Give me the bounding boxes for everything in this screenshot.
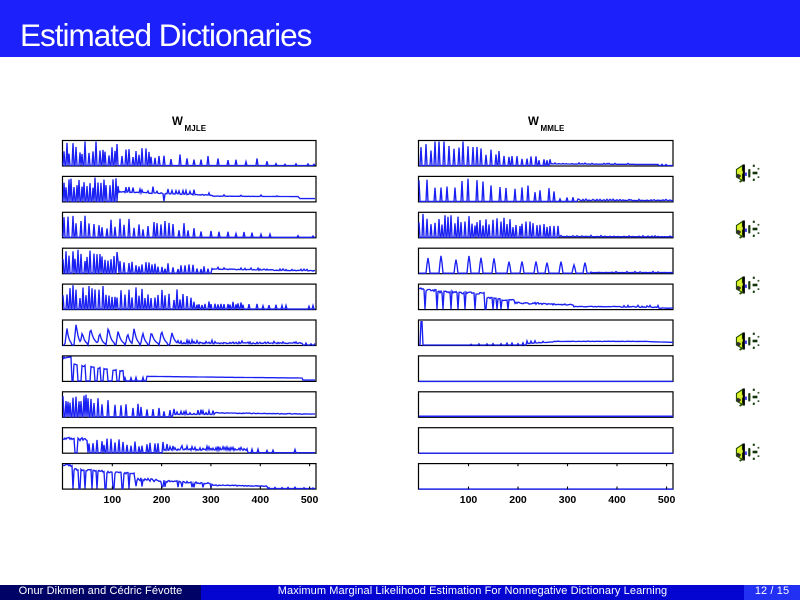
- svg-text:W: W: [528, 116, 539, 128]
- svg-text:500: 500: [658, 494, 676, 506]
- svg-text:400: 400: [252, 494, 270, 506]
- svg-text:200: 200: [153, 494, 171, 506]
- svg-text:W: W: [172, 116, 183, 128]
- svg-text:100: 100: [460, 494, 478, 506]
- svg-text:MJLE: MJLE: [185, 124, 207, 133]
- svg-text:200: 200: [509, 494, 527, 506]
- svg-text:300: 300: [559, 494, 577, 506]
- svg-text:500: 500: [301, 494, 319, 506]
- svg-text:400: 400: [608, 494, 626, 506]
- svg-text:300: 300: [202, 494, 220, 506]
- svg-text:100: 100: [104, 494, 122, 506]
- svg-text:MMLE: MMLE: [541, 124, 566, 133]
